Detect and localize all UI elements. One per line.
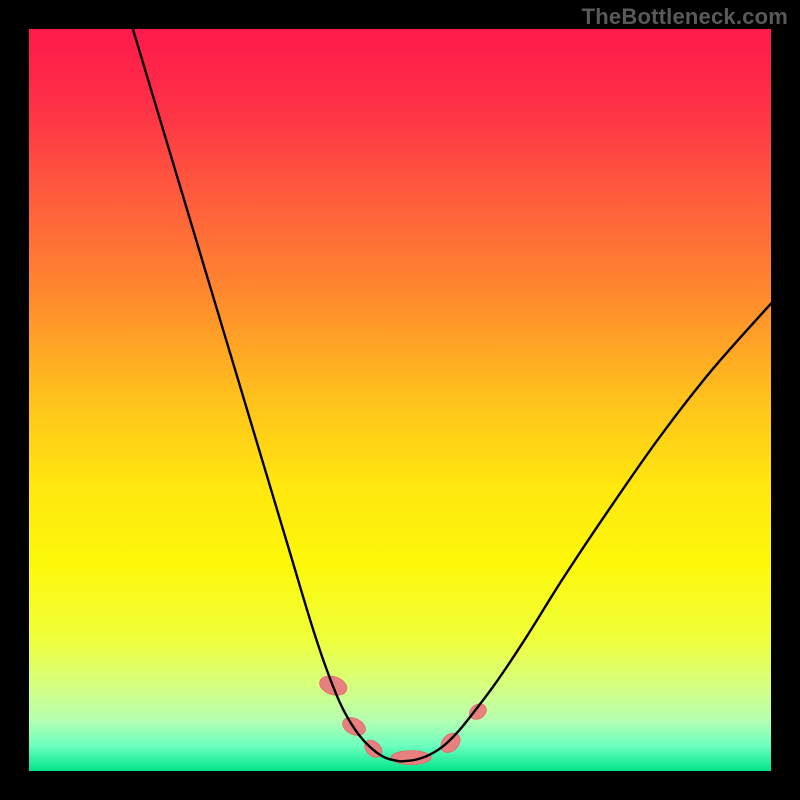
watermark-label: TheBottleneck.com [582, 4, 788, 30]
plot-background [29, 29, 771, 771]
chart-svg [0, 0, 800, 800]
chart-frame: TheBottleneck.com [0, 0, 800, 800]
